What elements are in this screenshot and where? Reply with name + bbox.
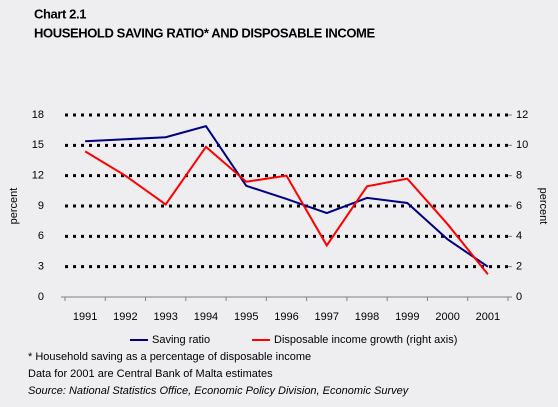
y2-tick-label: 12 — [516, 109, 528, 121]
y2-tick-label: 0 — [516, 291, 522, 303]
x-tick-label: 1992 — [113, 311, 137, 323]
x-tick-label: 1999 — [395, 311, 419, 323]
x-tick-label: 2000 — [435, 311, 459, 323]
x-tick-label: 1994 — [194, 311, 218, 323]
source-note: Source: National Statistics Office, Econ… — [28, 385, 410, 397]
y-tick-label: 15 — [32, 139, 44, 151]
y-tick-label: 3 — [38, 261, 44, 273]
footnote: Data for 2001 are Central Bank of Malta … — [28, 368, 273, 380]
y-tick-label: 18 — [32, 109, 44, 121]
y2-tick-label: 6 — [516, 200, 522, 212]
legend-label: Disposable income growth (right axis) — [274, 334, 457, 346]
chart-title: Chart 2.1 — [34, 6, 86, 21]
x-tick-label: 2001 — [476, 311, 500, 323]
y2-tick-label: 4 — [516, 230, 522, 242]
x-tick-label: 1997 — [315, 311, 339, 323]
x-tick-label: 1993 — [153, 311, 177, 323]
x-tick-label: 1998 — [355, 311, 379, 323]
y-tick-label: 6 — [38, 230, 44, 242]
x-tick-label: 1995 — [234, 311, 258, 323]
y-tick-label: 12 — [32, 170, 44, 182]
y2-tick-label: 8 — [516, 170, 522, 182]
chart-subtitle: HOUSEHOLD SAVING RATIO* AND DISPOSABLE I… — [34, 25, 375, 40]
x-tick-label: 1991 — [73, 311, 97, 323]
y-tick-label: 9 — [38, 200, 44, 212]
legend-label: Saving ratio — [152, 334, 210, 346]
footnote: * Household saving as a percentage of di… — [28, 351, 311, 363]
y2-axis-label: percent — [537, 188, 549, 225]
x-tick-label: 1996 — [274, 311, 298, 323]
y2-tick-label: 10 — [516, 139, 528, 151]
y-axis-label: percent — [8, 188, 20, 225]
series-line — [84, 145, 489, 275]
series-line — [85, 124, 489, 268]
y2-tick-label: 2 — [516, 261, 522, 273]
y-tick-label: 0 — [38, 291, 44, 303]
